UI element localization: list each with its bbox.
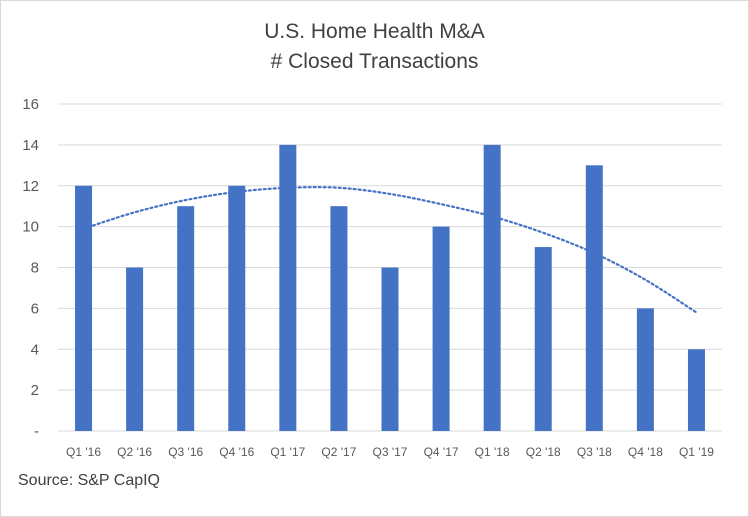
bar (228, 185, 246, 431)
bar (330, 206, 348, 431)
x-tick-label: Q3 '17 (373, 445, 408, 459)
x-tick-label: Q1 '16 (66, 445, 101, 459)
x-tick-label: Q4 '16 (219, 445, 254, 459)
bar (687, 349, 705, 431)
x-tick-label: Q1 '18 (475, 445, 510, 459)
source-note: Source: S&P CapIQ (18, 472, 160, 489)
x-tick-label: Q1 '19 (679, 445, 714, 459)
bar (75, 185, 93, 431)
chart-title: U.S. Home Health M&A (264, 20, 485, 43)
y-tick-label: 14 (22, 137, 39, 154)
x-tick-label: Q3 '16 (168, 445, 203, 459)
y-tick-label: - (34, 423, 39, 440)
bar (177, 206, 195, 431)
bar (585, 165, 603, 431)
bar (483, 144, 501, 431)
x-tick-label: Q2 '18 (526, 445, 561, 459)
y-tick-label: 10 (22, 219, 39, 236)
bar (381, 267, 399, 431)
x-tick-label: Q2 '17 (321, 445, 356, 459)
bar (126, 267, 144, 431)
x-tick-label: Q4 '17 (424, 445, 459, 459)
trendline (82, 186, 698, 314)
y-tick-label: 6 (31, 300, 39, 317)
y-tick-label: 8 (31, 260, 39, 277)
y-tick-label: 4 (31, 341, 39, 358)
y-tick-label: 2 (31, 382, 39, 399)
x-tick-label: Q1 '17 (270, 445, 305, 459)
bar (432, 226, 450, 431)
x-tick-label: Q3 '18 (577, 445, 612, 459)
x-tick-label: Q2 '16 (117, 445, 152, 459)
x-tick-label: Q4 '18 (628, 445, 663, 459)
bar (534, 247, 552, 431)
bar (279, 144, 297, 431)
y-tick-label: 16 (22, 96, 39, 113)
chart-subtitle: # Closed Transactions (270, 50, 479, 73)
bar (636, 308, 654, 431)
y-tick-label: 12 (22, 178, 39, 195)
